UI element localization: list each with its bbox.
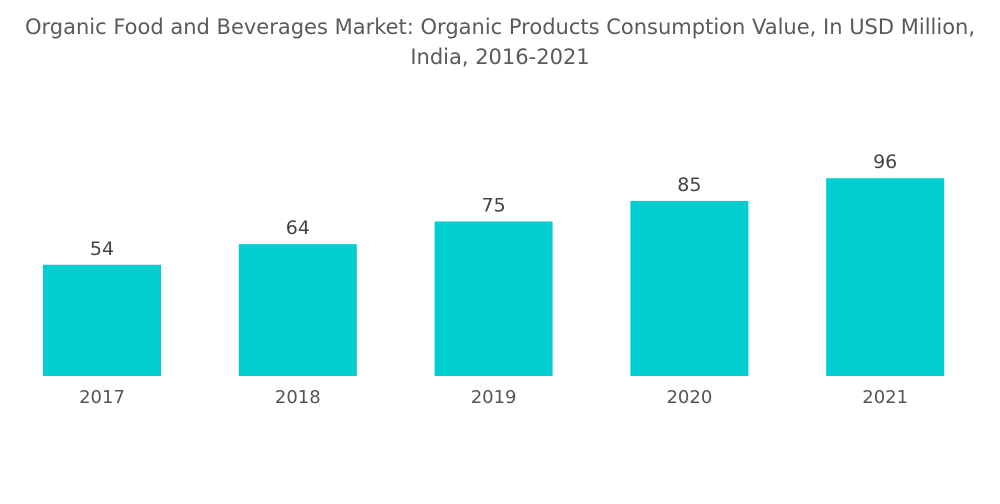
x-tick-label-2021: 2021 [862, 387, 908, 408]
chart-title: Organic Food and Beverages Market: Organ… [0, 12, 1000, 72]
x-tick-label-2018: 2018 [275, 387, 321, 408]
x-tick-label-2019: 2019 [471, 387, 517, 408]
x-tick-label-2020: 2020 [666, 387, 712, 408]
data-label-2021: 96 [873, 151, 897, 173]
data-label-2020: 85 [677, 174, 701, 196]
data-label-2018: 64 [286, 217, 310, 239]
data-label-2017: 54 [90, 238, 114, 260]
chart-title-line-1: Organic Food and Beverages Market: Organ… [24, 15, 976, 39]
data-label-2019: 75 [482, 195, 506, 217]
chart-title-line-2: India, 2016-2021 [410, 45, 590, 69]
bar-2020 [630, 200, 749, 376]
x-tick-label-2017: 2017 [79, 387, 125, 408]
bar-2019 [434, 221, 553, 376]
bar-2021 [826, 178, 945, 376]
bar-2017 [43, 264, 161, 376]
bar-2018 [238, 244, 357, 376]
